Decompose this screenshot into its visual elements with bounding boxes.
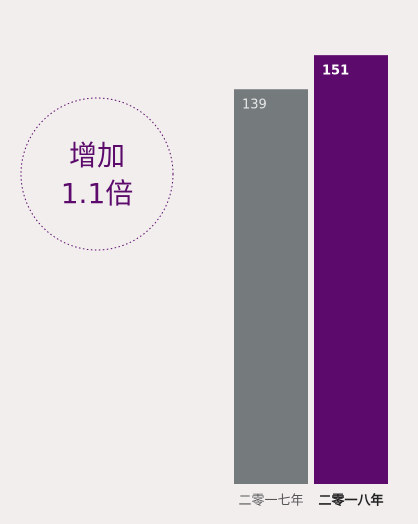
value-label: 139 xyxy=(242,98,267,113)
annotation: 1.1倍 xyxy=(61,177,134,210)
bar xyxy=(234,89,308,485)
x-tick-label: 二零一七年 xyxy=(238,494,303,509)
value-label: 151 xyxy=(322,64,349,79)
x-tick-label: 二零一八年 xyxy=(318,493,383,509)
annotation: 增加 xyxy=(69,139,125,172)
annotation-circle xyxy=(20,97,174,251)
bar xyxy=(314,55,388,484)
